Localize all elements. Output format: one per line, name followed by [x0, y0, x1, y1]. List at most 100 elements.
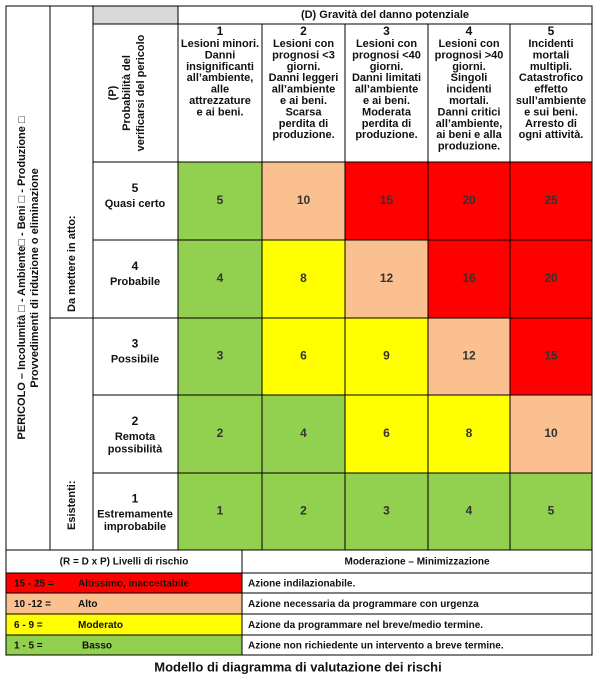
measures-cell — [49, 317, 94, 551]
severity-level: 5 — [548, 24, 555, 38]
severity-level: 4 — [466, 24, 473, 38]
legend-action-text: Azione da programmare nel breve/medio te… — [248, 620, 483, 631]
text-line: Lesioni con — [273, 38, 334, 50]
text-block: Incidenti mortali multipli. Catastrofico eff… — [516, 38, 586, 141]
legend-label: Alto — [78, 599, 97, 610]
text-line: mortali — [533, 49, 570, 61]
risk-cell — [177, 317, 263, 396]
risk-value: 20 — [462, 193, 476, 207]
caption: Modello di diagramma di valutazione dei … — [154, 659, 442, 674]
text-line: Catastrofico — [519, 72, 583, 84]
legend-range: 15 - 25 = — [14, 579, 54, 590]
text-block: Probabile — [110, 276, 160, 288]
left-column — [5, 5, 51, 551]
probability-cell — [92, 161, 179, 241]
risk-cell — [427, 472, 511, 551]
probability-header — [92, 23, 179, 163]
risk-cell — [177, 239, 263, 319]
text-line: all’ambiente, — [187, 72, 254, 84]
left-title: PERICOLO – Incolumità □ - Ambiente□ - Be… — [16, 116, 41, 440]
severity-header — [261, 23, 346, 163]
legend-title: (R = D x P) Livelli di rischio — [60, 557, 189, 568]
severity-header — [344, 23, 429, 163]
legend-action-text: Azione non richiedente un intervento a b… — [248, 641, 504, 652]
text-block: Quasi certo — [105, 198, 166, 210]
text-line: perdita di — [279, 118, 329, 130]
risk-cell — [344, 394, 429, 474]
text-line: perdita di — [362, 118, 412, 130]
text-block: Estremamente improbabile — [97, 508, 173, 533]
text-line: Incidenti — [528, 38, 573, 50]
legend-title: Moderazione – Minimizzazione — [344, 557, 489, 568]
text-line: giorni. — [452, 61, 486, 73]
text-line: produzione. — [438, 141, 500, 153]
text-line: ogni attività. — [519, 129, 584, 141]
text-line: Probabile — [110, 276, 160, 288]
text-block: Possibile — [111, 353, 159, 365]
risk-value: 2 — [217, 426, 224, 440]
risk-cell — [427, 239, 511, 319]
text-line: e ai beni. — [363, 95, 410, 107]
text-line: Singoli — [451, 72, 488, 84]
risk-value: 6 — [300, 349, 307, 363]
text-line: Quasi certo — [105, 198, 166, 210]
probability-level: 2 — [132, 414, 139, 428]
text-line: incidenti — [446, 84, 491, 96]
text-line: Estremamente — [97, 508, 173, 520]
text-line: effetto — [534, 84, 568, 96]
legend-label: Moderato — [78, 620, 123, 631]
legend-range: 10 -12 = — [14, 599, 51, 610]
text-block: Lesioni con prognosi <3 giorni. Danni legge… — [269, 38, 339, 141]
severity-header — [177, 23, 263, 163]
risk-cell — [261, 161, 346, 241]
risk-value: 2 — [300, 504, 307, 518]
risk-value: 20 — [544, 271, 558, 285]
risk-cell — [509, 472, 593, 551]
measure-label: Esistenti: — [66, 480, 78, 530]
risk-cell — [509, 239, 593, 319]
severity-level: 3 — [383, 24, 390, 38]
text-line: Probabilità del — [121, 55, 133, 131]
risk-cell — [261, 472, 346, 551]
text-line: prognosi <40 — [352, 49, 421, 61]
risk-value: 15 — [544, 349, 558, 363]
risk-value: 9 — [383, 349, 390, 363]
risk-value: 25 — [544, 193, 558, 207]
text-line: produzione. — [355, 129, 417, 141]
text-line: all’ambiente — [355, 84, 419, 96]
risk-value: 3 — [383, 504, 390, 518]
corner-cell — [92, 5, 179, 25]
text-line: mortali. — [449, 95, 489, 107]
severity-header — [427, 23, 511, 163]
text-line: giorni. — [287, 61, 321, 73]
text-line: Arresto di — [525, 118, 577, 130]
text-line: PERICOLO – Incolumità □ - Ambiente□ - Be… — [16, 116, 28, 440]
text-line: ai beni e alla — [436, 129, 502, 141]
text-line: alle — [211, 84, 229, 96]
measures-cell — [49, 5, 94, 319]
text-line: attrezzature — [189, 95, 251, 107]
text-line: sull’ambiente — [516, 95, 586, 107]
risk-value: 10 — [544, 426, 558, 440]
risk-value: 16 — [462, 271, 476, 285]
text-line: giorni. — [370, 61, 404, 73]
text-line: prognosi >40 — [435, 49, 504, 61]
probability-cell — [92, 317, 179, 396]
probability-title: (P) Probabilità del verificarsi del perico… — [107, 34, 147, 151]
text-line: Lesioni minori. — [181, 38, 259, 50]
text-line: insignificanti — [186, 61, 254, 73]
risk-cell — [509, 317, 593, 396]
text-line: Danni limitati — [352, 72, 421, 84]
text-line: Moderata — [362, 106, 412, 118]
risk-value: 8 — [300, 271, 307, 285]
risk-cell — [261, 394, 346, 474]
risk-cell — [344, 239, 429, 319]
legend-range: 6 - 9 = — [14, 620, 43, 631]
text-line: e ai beni. — [280, 95, 327, 107]
text-line: e ai beni. — [196, 106, 243, 118]
text-block: Lesioni con prognosi >40 giorni. Singoli inc… — [435, 38, 504, 153]
risk-value: 12 — [380, 271, 394, 285]
probability-cell — [92, 394, 179, 474]
legend-range: 1 - 5 = — [14, 641, 43, 652]
